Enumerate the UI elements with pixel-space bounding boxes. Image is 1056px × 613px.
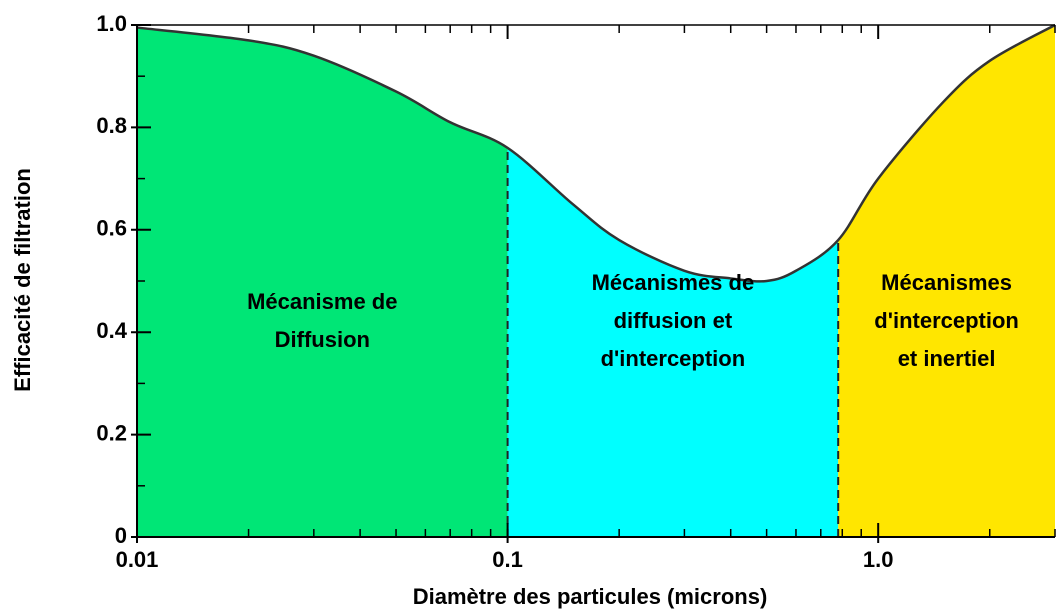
region-area <box>507 147 839 537</box>
y-axis-label: Efficacité de filtration <box>10 168 35 392</box>
region-label: Diffusion <box>275 327 370 352</box>
region-label: Mécanismes <box>881 270 1012 295</box>
region-label: et inertiel <box>898 346 996 371</box>
region-area <box>137 27 508 537</box>
y-tick-label: 1.0 <box>96 11 127 36</box>
x-tick-label: 0.01 <box>116 547 159 572</box>
y-tick-label: 0.8 <box>96 113 127 138</box>
y-tick-label: 0.2 <box>96 420 127 445</box>
x-tick-label: 0.1 <box>492 547 523 572</box>
y-tick-label: 0 <box>115 523 127 548</box>
curve <box>136 23 1056 283</box>
region-label: d'interception <box>601 346 746 371</box>
region-area <box>838 25 1055 537</box>
region-label: Mécanisme de <box>247 289 397 314</box>
region-label: Mécanismes de <box>592 270 755 295</box>
x-axis-label: Diamètre des particules (microns) <box>413 584 768 609</box>
x-tick-label: 1.0 <box>863 547 894 572</box>
region-label: d'interception <box>874 308 1019 333</box>
y-tick-label: 0.6 <box>96 216 127 241</box>
region-label: diffusion et <box>614 308 733 333</box>
y-tick-label: 0.4 <box>96 318 127 343</box>
